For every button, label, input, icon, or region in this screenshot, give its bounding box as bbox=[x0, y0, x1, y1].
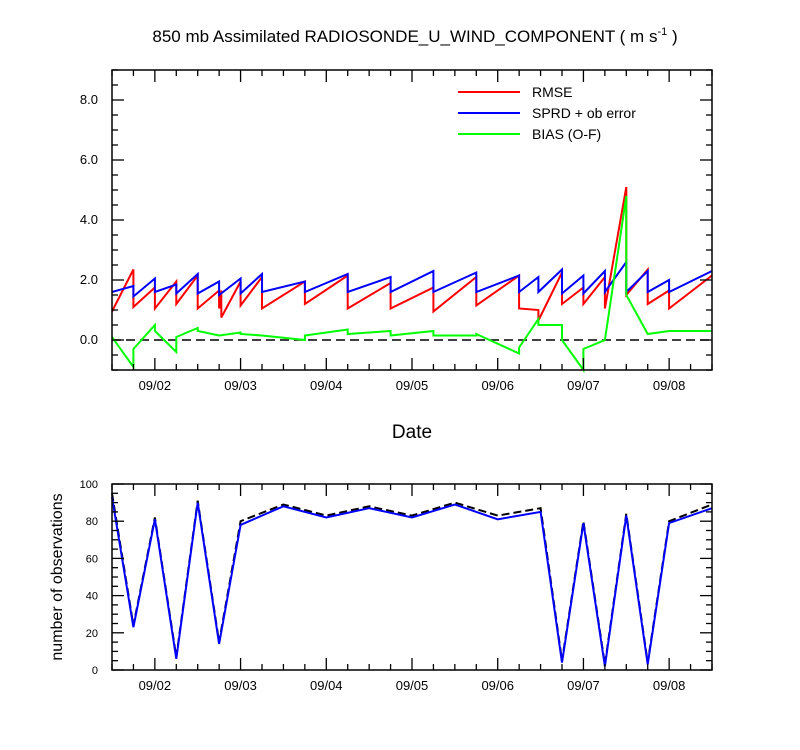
legend-label: SPRD + ob error bbox=[532, 105, 636, 121]
bottom-plot-frame bbox=[111, 483, 713, 671]
chart-title-text: 850 mb Assimilated RADIOSONDE_U_WIND_COM… bbox=[152, 27, 657, 46]
y-tick-label: 6.0 bbox=[80, 152, 98, 167]
y-tick-label: 80 bbox=[86, 516, 98, 528]
x-tick-label: 09/07 bbox=[567, 378, 600, 393]
x-tick-label: 09/02 bbox=[139, 378, 172, 393]
x-tick-label: 09/03 bbox=[224, 678, 257, 693]
bottom-y-axis-label: number of observations bbox=[49, 493, 66, 660]
x-tick-label: 09/05 bbox=[396, 378, 429, 393]
legend-label: RMSE bbox=[532, 84, 572, 100]
x-tick-label: 09/04 bbox=[310, 378, 343, 393]
chart-title-exponent: -1 bbox=[657, 26, 667, 38]
x-tick-label: 09/07 bbox=[567, 678, 600, 693]
top-ticks-layer: 09/02 09/03 09/04 09/05 09/06 09/07 09/08 0.0 2.… bbox=[80, 69, 713, 393]
x-tick-label: 09/08 bbox=[653, 378, 686, 393]
y-tick-label: 2.0 bbox=[80, 272, 98, 287]
bottom-panel: 09/02 09/03 09/04 09/05 09/06 09/07 09/08 0 20 40… bbox=[80, 479, 713, 693]
bottom-ticks-layer: 09/02 09/03 09/04 09/05 09/06 09/07 09/08 0 20 40… bbox=[80, 479, 713, 693]
y-tick-label: 0 bbox=[92, 665, 98, 677]
y-tick-label: 40 bbox=[86, 591, 98, 603]
series-line-rmse bbox=[111, 186, 713, 321]
y-tick-label: 60 bbox=[86, 553, 98, 565]
top-panel: 09/02 09/03 09/04 09/05 09/06 09/07 09/08 0.0 2.… bbox=[80, 69, 713, 393]
x-tick-label: 09/02 bbox=[139, 678, 172, 693]
top-x-axis-label: Date bbox=[392, 422, 432, 443]
chart-title: 850 mb Assimilated RADIOSONDE_U_WIND_COM… bbox=[152, 26, 677, 46]
y-tick-label: 100 bbox=[80, 479, 98, 491]
x-tick-label: 09/06 bbox=[481, 678, 514, 693]
y-tick-label: 4.0 bbox=[80, 212, 98, 227]
x-tick-label: 09/03 bbox=[224, 378, 257, 393]
legend-label: BIAS (O-F) bbox=[532, 126, 601, 142]
y-tick-label: 20 bbox=[86, 628, 98, 640]
x-tick-label: 09/06 bbox=[481, 378, 514, 393]
x-tick-label: 09/04 bbox=[310, 678, 343, 693]
top-legend: RMSE SPRD + ob error BIAS (O-F) bbox=[458, 84, 636, 142]
chart-title-close: ) bbox=[667, 27, 677, 46]
y-tick-label: 0.0 bbox=[80, 332, 98, 347]
top-series-layer bbox=[111, 186, 713, 374]
series-line-sprd-ob-error bbox=[111, 258, 713, 299]
series-line-assimilated bbox=[111, 496, 713, 667]
series-line-available bbox=[111, 493, 713, 665]
y-tick-label: 8.0 bbox=[80, 92, 98, 107]
series-line-bias-o-f bbox=[111, 195, 712, 374]
bottom-series-layer bbox=[111, 493, 713, 667]
x-tick-label: 09/08 bbox=[653, 678, 686, 693]
x-tick-label: 09/05 bbox=[396, 678, 429, 693]
